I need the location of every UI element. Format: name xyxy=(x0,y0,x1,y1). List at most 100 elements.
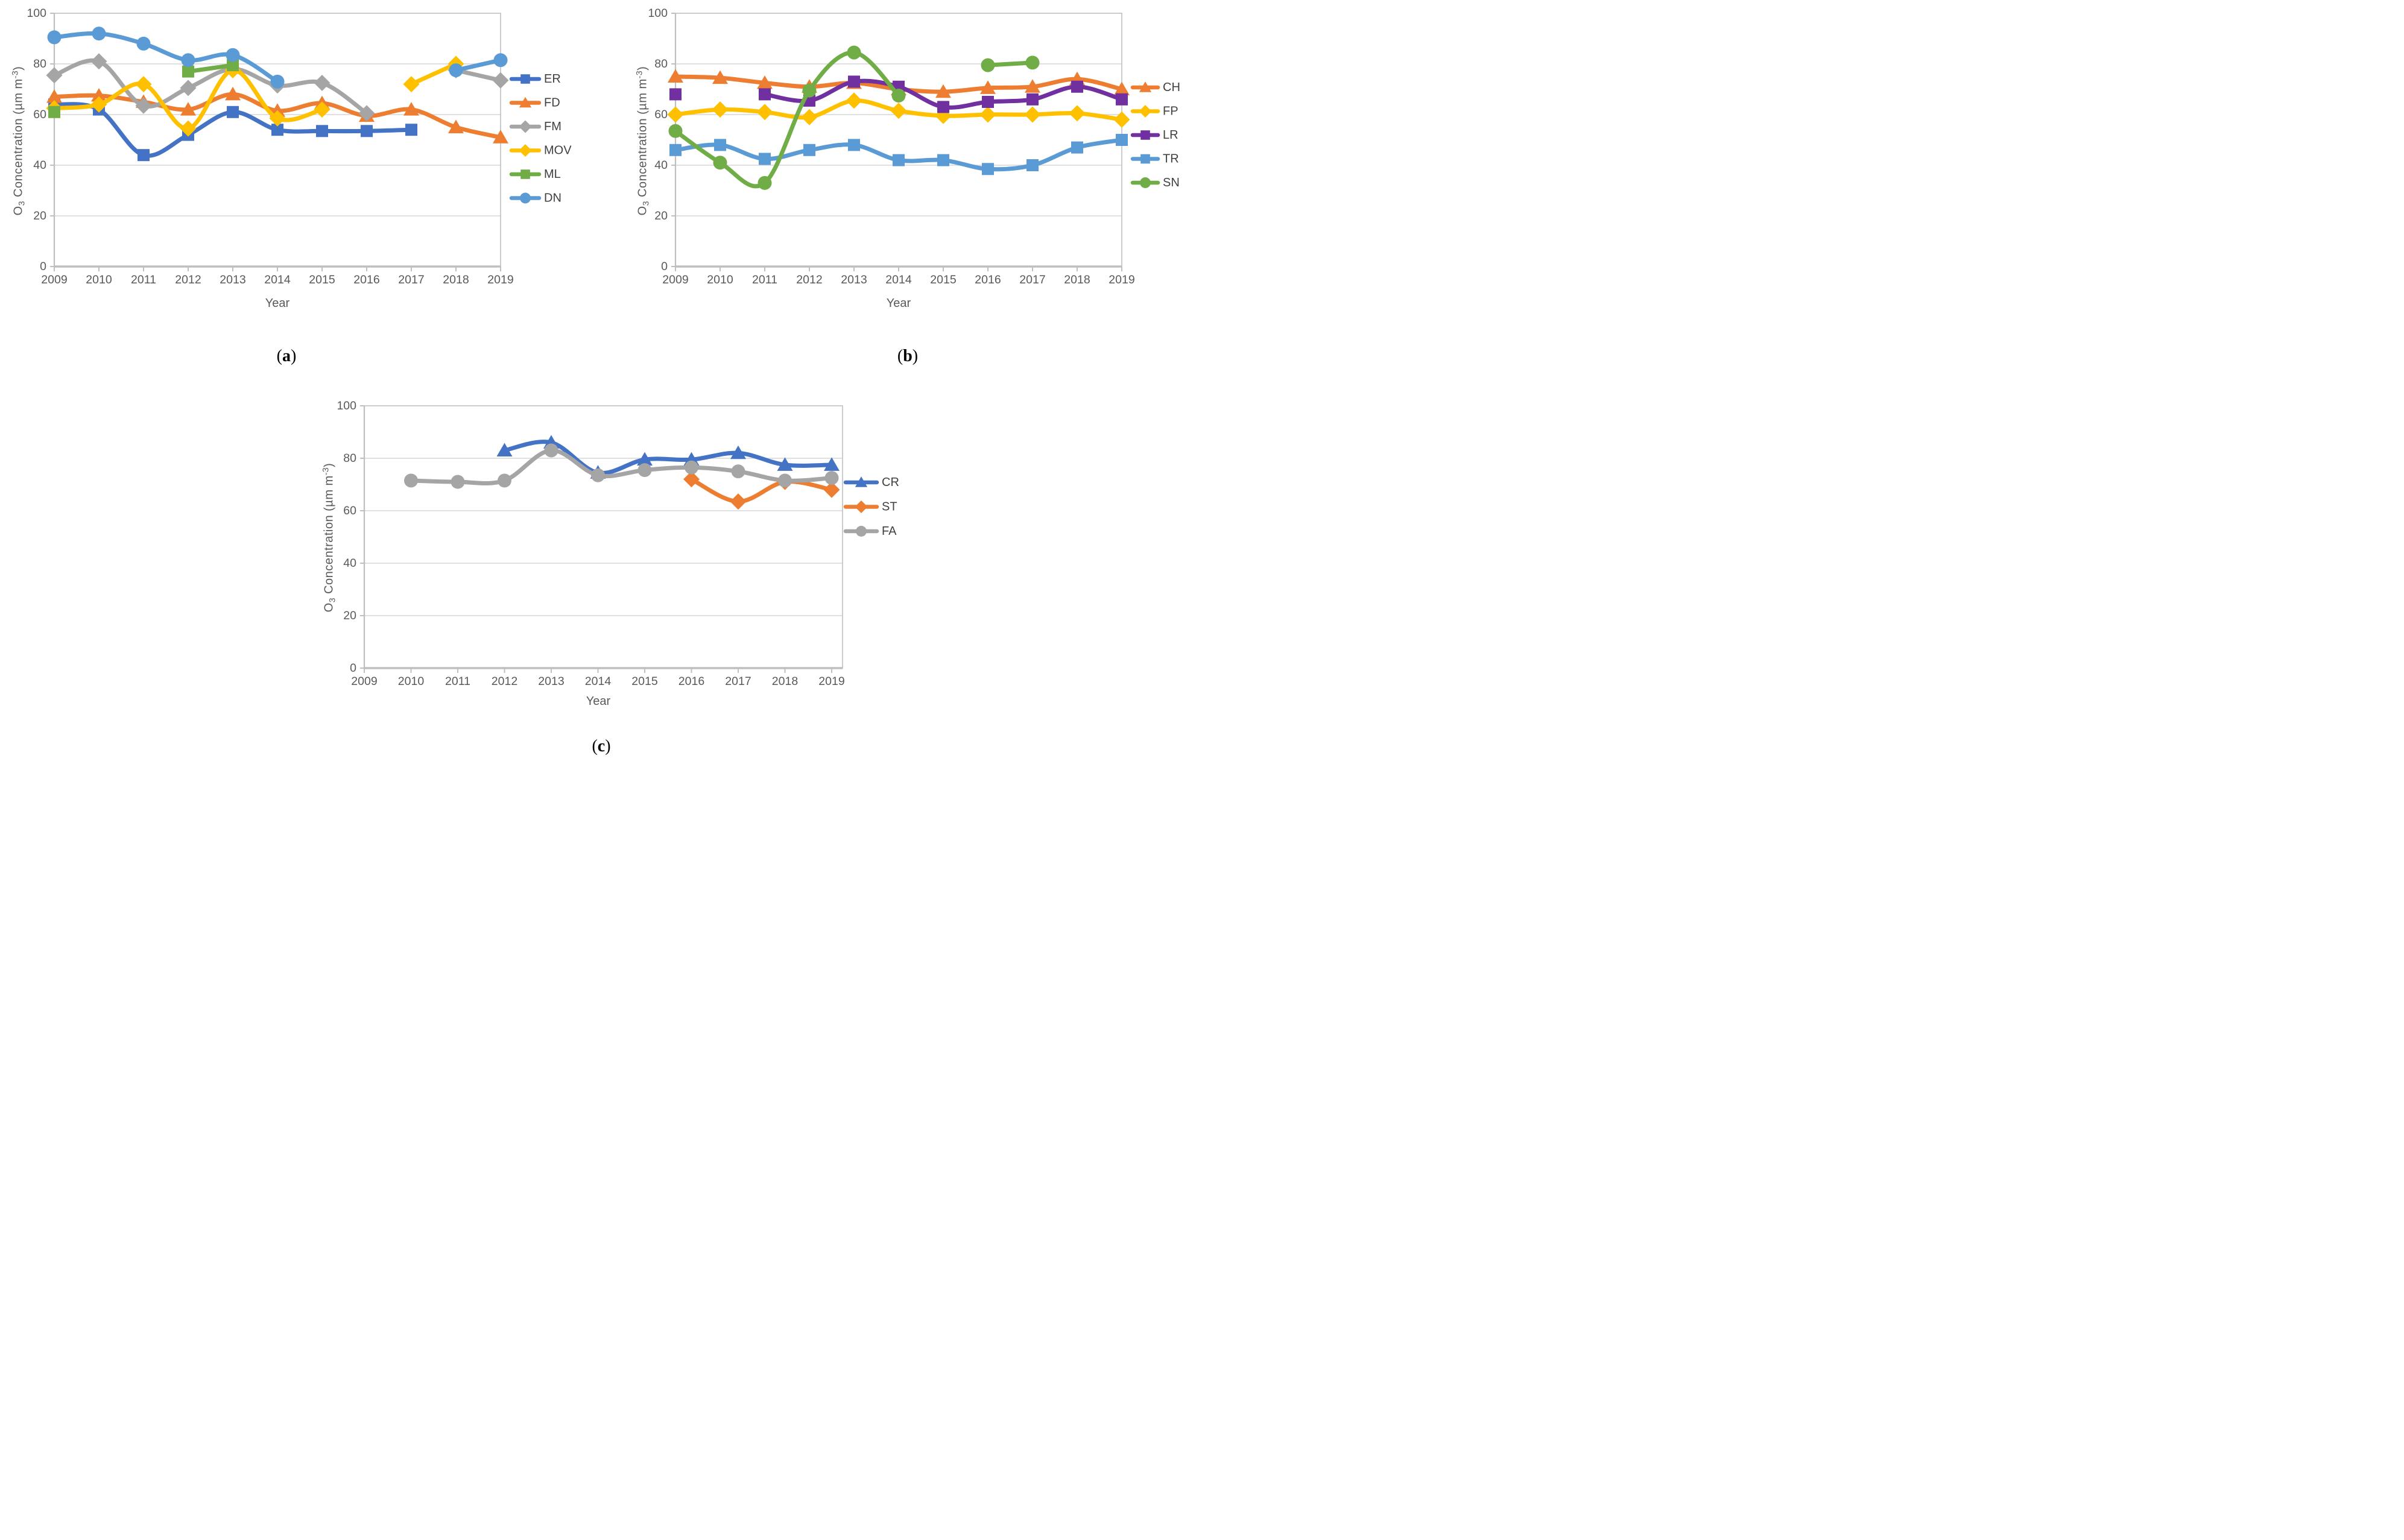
square-marker xyxy=(316,125,328,137)
circle-marker xyxy=(778,473,792,488)
diamond-marker xyxy=(1139,104,1152,118)
triangle-marker xyxy=(46,89,62,103)
circle-marker xyxy=(758,175,772,190)
square-marker xyxy=(1071,80,1083,93)
square-marker xyxy=(48,106,60,118)
legend-label: FA xyxy=(882,525,897,538)
circle-marker xyxy=(226,48,240,62)
chart-a: 0 20 40 60 80 100 2009 2010 2011 2012 2013 2014 2015… xyxy=(27,7,572,286)
x-tick-label: 2009 xyxy=(351,675,377,688)
circle-marker xyxy=(270,74,285,89)
y-tick-label: 40 xyxy=(343,557,356,570)
diamond-marker xyxy=(90,53,107,70)
triangle-marker xyxy=(448,119,464,133)
diamond-marker xyxy=(823,481,840,498)
triangle-marker xyxy=(668,69,683,83)
circle-marker xyxy=(544,443,558,458)
series-SN-line xyxy=(985,60,1035,68)
x-tick-label: 2011 xyxy=(752,273,777,286)
diamond-marker xyxy=(403,76,420,93)
x-tick-label: 2010 xyxy=(86,273,112,286)
x-tick-label: 2011 xyxy=(131,273,156,286)
diamond-marker xyxy=(519,120,532,133)
legend-item-TR: TR xyxy=(1130,153,1179,166)
series-TR xyxy=(669,134,1128,175)
x-tick-label: 2014 xyxy=(264,273,291,286)
y-tick-label: 100 xyxy=(27,7,46,20)
series-MOV-line xyxy=(409,62,458,87)
square-marker xyxy=(714,139,726,151)
legend-label: TR xyxy=(1163,153,1179,166)
diamond-marker xyxy=(1024,106,1041,123)
legend-label: MOV xyxy=(544,144,572,157)
chart-c: 0 20 40 60 80 100 2009 2010 2011 2012 2013 2014 2015… xyxy=(337,399,899,688)
square-marker xyxy=(759,153,771,165)
square-marker xyxy=(982,96,994,108)
x-tick-label: 2019 xyxy=(818,675,844,688)
legend-item-MOV: MOV xyxy=(509,144,572,157)
chart-a-y-axis-title: O3 Concentration (µm m-3) xyxy=(10,66,27,216)
diamond-marker xyxy=(180,120,197,137)
chart-c-axes xyxy=(360,405,843,673)
diamond-marker xyxy=(269,110,286,127)
square-marker xyxy=(520,74,530,84)
circle-marker xyxy=(520,192,531,204)
legend-item-SN: SN xyxy=(1130,176,1180,189)
x-tick-label: 2013 xyxy=(841,273,867,286)
y-tick-label: 60 xyxy=(343,504,356,517)
circle-marker xyxy=(981,58,995,72)
y-tick-label: 0 xyxy=(350,661,356,675)
diamond-marker xyxy=(756,104,773,121)
x-tick-label: 2012 xyxy=(796,273,822,286)
circle-marker xyxy=(136,36,151,51)
legend-label: CR xyxy=(882,476,899,489)
circle-marker xyxy=(1025,55,1040,70)
circle-marker xyxy=(891,89,906,103)
x-tick-label: 2014 xyxy=(585,675,612,688)
square-marker xyxy=(669,144,682,156)
diamond-marker xyxy=(890,103,907,119)
square-marker xyxy=(669,88,682,101)
diamond-marker xyxy=(1069,105,1086,122)
x-tick-label: 2017 xyxy=(1019,273,1045,286)
square-marker xyxy=(138,149,150,162)
square-marker xyxy=(1116,134,1128,146)
diamond-marker xyxy=(846,92,862,109)
circle-marker xyxy=(449,63,463,77)
triangle-marker xyxy=(493,130,508,144)
legend-item-CH: CH xyxy=(1130,81,1180,94)
y-tick-label: 100 xyxy=(337,399,356,412)
triangle-marker xyxy=(980,80,996,94)
series-ML xyxy=(48,59,239,118)
legend-label: DN xyxy=(544,192,561,205)
circle-marker xyxy=(731,464,745,479)
diamond-marker xyxy=(358,105,375,122)
circle-marker xyxy=(847,45,861,60)
square-marker xyxy=(1140,130,1150,140)
triangle-marker xyxy=(777,457,793,471)
triangle-marker xyxy=(824,457,840,471)
y-tick-label: 20 xyxy=(343,609,356,622)
chart-c-caption: (c) xyxy=(592,737,611,756)
x-tick-label: 2016 xyxy=(678,675,704,688)
x-tick-label: 2015 xyxy=(309,273,335,286)
diamond-marker xyxy=(180,80,197,96)
x-tick-label: 2018 xyxy=(443,273,469,286)
legend-label: FP xyxy=(1163,105,1178,118)
circle-marker xyxy=(824,471,839,485)
y-tick-label: 80 xyxy=(33,57,46,71)
figure-page: 0 20 40 60 80 100 2009 2010 2011 2012 2013 2014 2015… xyxy=(0,0,1202,770)
circle-marker xyxy=(713,156,727,170)
chart-b: 0 20 40 60 80 100 2009 2010 2011 2012 2013 2014 2015… xyxy=(648,7,1180,286)
diamond-marker xyxy=(314,75,331,91)
series-FA-line xyxy=(409,448,834,485)
diamond-marker xyxy=(492,72,509,89)
triangle-marker xyxy=(855,476,868,487)
legend-item-LR: LR xyxy=(1130,128,1178,142)
circle-marker xyxy=(92,27,106,41)
chart-a-caption: (a) xyxy=(276,347,297,365)
legend-item-DN: DN xyxy=(509,192,561,205)
diamond-marker xyxy=(979,106,996,123)
diamond-marker xyxy=(90,96,107,113)
circle-marker xyxy=(685,460,698,475)
